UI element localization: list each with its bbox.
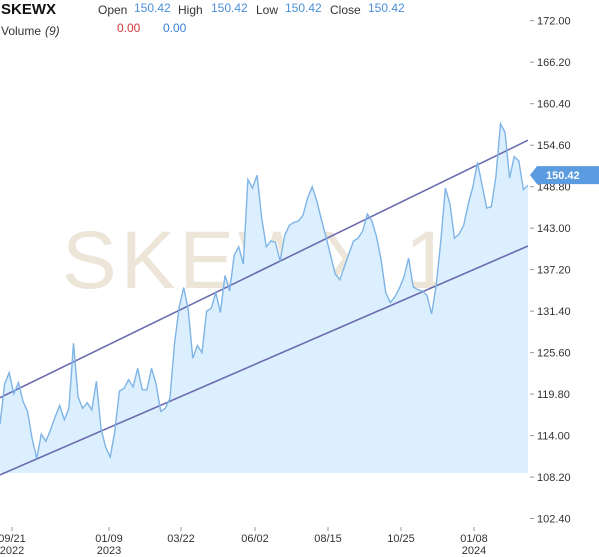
x-tick-label: 01/09 (95, 533, 123, 545)
last-price-badge: 150.42 (530, 166, 599, 185)
x-tick-label: 06/02 (241, 533, 269, 545)
y-tick-label: 131.40 (537, 306, 571, 318)
high-label: High (178, 3, 203, 17)
y-tick-label: 148.80 (537, 182, 571, 194)
low-label: Low (256, 3, 279, 17)
y-tick-label: 160.40 (537, 99, 571, 111)
low-value: 150.42 (285, 1, 322, 15)
last-price-badge-label: 150.42 (546, 170, 580, 182)
x-tick-label: 01/08 (460, 533, 488, 545)
channel-lower-line[interactable] (0, 245, 529, 476)
x-tick-year: 2022 (0, 545, 24, 557)
x-tick-label: 09/21 (0, 533, 26, 545)
y-tick-label: 154.60 (537, 140, 571, 152)
volume-label: Volume (1, 24, 42, 38)
volume-value-down: 0.00 (117, 21, 141, 35)
x-tick-year: 2023 (97, 545, 121, 557)
y-tick-label: 114.00 (537, 431, 570, 443)
close-value: 150.42 (368, 1, 405, 15)
y-tick-label: 108.20 (537, 472, 571, 484)
symbol-title: SKEWX (1, 1, 57, 18)
x-tick-label: 08/15 (314, 533, 342, 545)
last-price-badge-bg (530, 166, 599, 185)
open-value: 150.42 (134, 1, 171, 15)
high-value: 150.42 (211, 1, 248, 15)
volume-value-up: 0.00 (163, 21, 187, 35)
y-tick-label: 125.60 (537, 348, 571, 360)
price-line[interactable] (0, 121, 529, 460)
close-label: Close (330, 3, 361, 17)
y-tick-label: 172.00 (537, 16, 571, 28)
volume-period: (9) (45, 24, 60, 38)
x-tick-year: 2024 (462, 545, 486, 557)
y-tick-label: 143.00 (537, 223, 571, 235)
y-tick-label: 166.20 (537, 57, 571, 69)
y-tick-label: 119.80 (537, 389, 570, 401)
channel-upper-line[interactable] (0, 139, 529, 399)
y-tick-label: 102.40 (537, 514, 571, 526)
x-tick-label: 10/25 (387, 533, 415, 545)
x-tick-label: 03/22 (167, 533, 195, 545)
y-axis: 172.00 166.20 160.40 154.60 148.80 143.00 137.… (530, 16, 571, 526)
y-tick-label: 137.20 (537, 265, 571, 277)
open-label: Open (98, 3, 128, 17)
